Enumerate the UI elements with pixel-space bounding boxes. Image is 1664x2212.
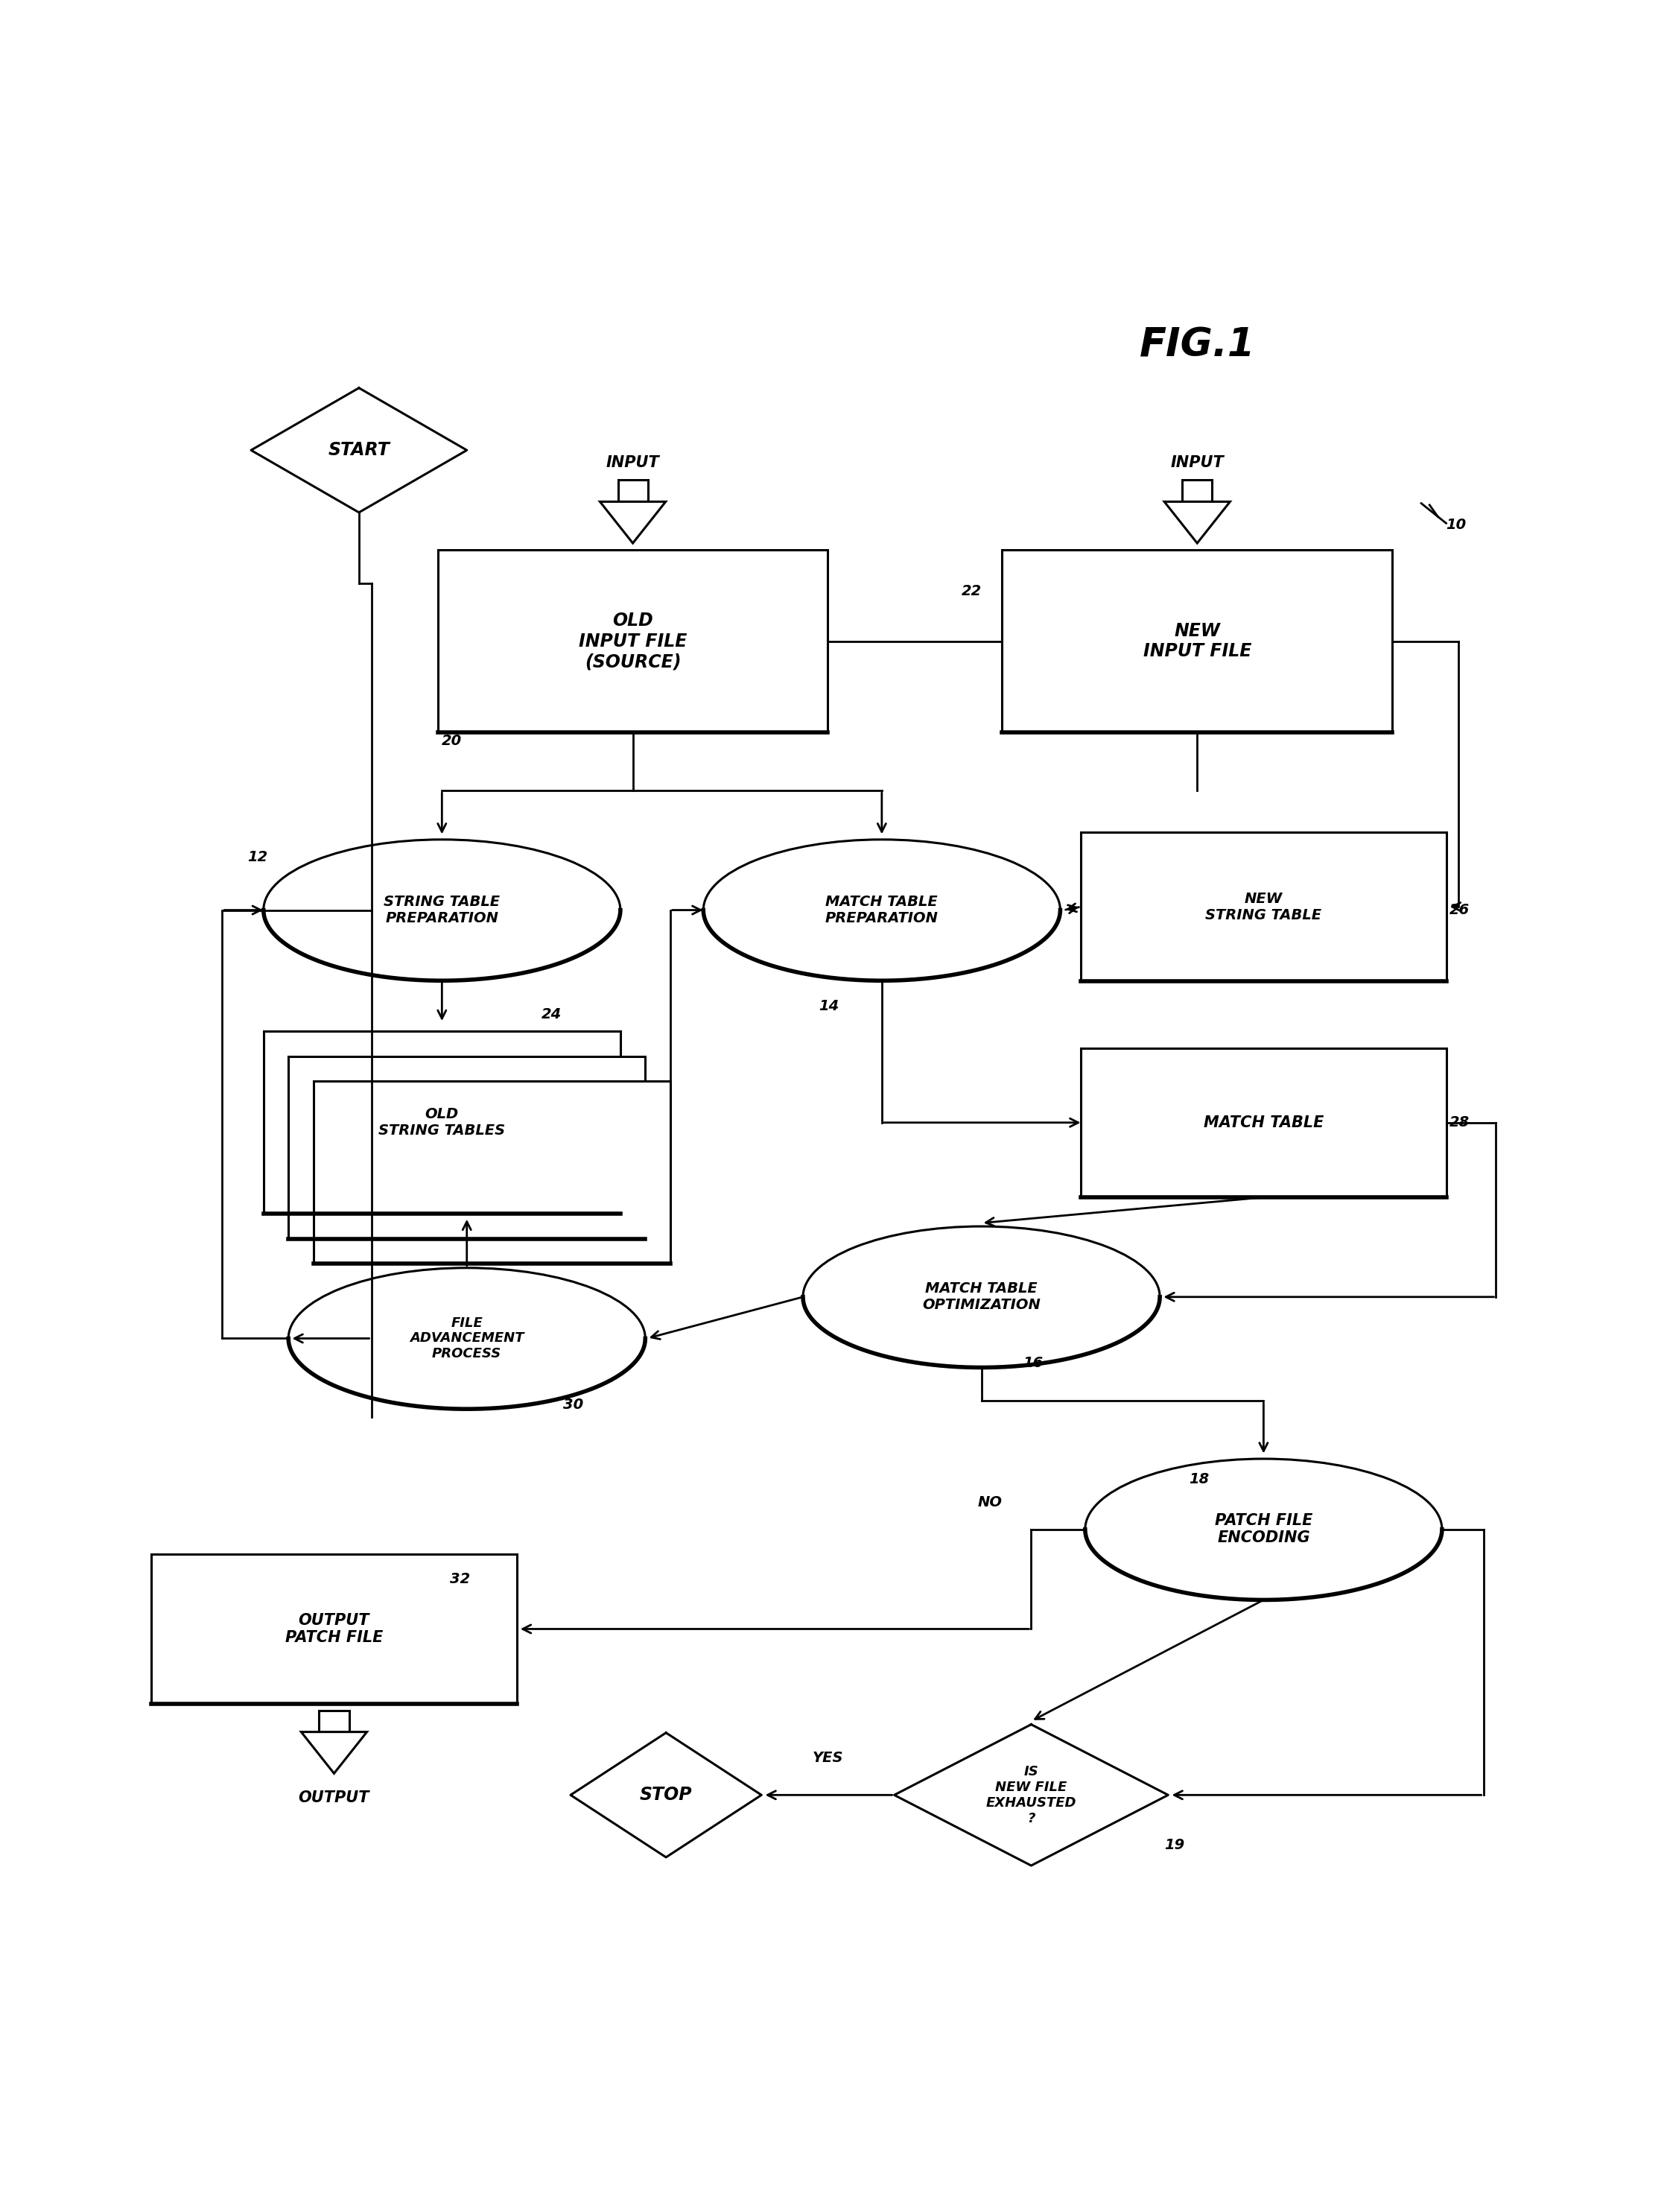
Text: STRING TABLE
PREPARATION: STRING TABLE PREPARATION: [384, 896, 501, 925]
Text: 32: 32: [451, 1573, 471, 1586]
Bar: [288, 1055, 646, 1239]
Bar: [263, 1031, 621, 1214]
Polygon shape: [894, 1725, 1168, 1865]
Polygon shape: [1165, 502, 1230, 544]
Polygon shape: [571, 1732, 762, 1858]
Text: NEW
STRING TABLE: NEW STRING TABLE: [1205, 891, 1321, 922]
Bar: [438, 551, 829, 732]
Text: 12: 12: [248, 849, 268, 865]
Text: IS
NEW FILE
EXHAUSTED
?: IS NEW FILE EXHAUSTED ?: [987, 1765, 1077, 1825]
Text: 26: 26: [1449, 902, 1469, 918]
Ellipse shape: [263, 841, 621, 980]
Polygon shape: [1181, 480, 1211, 502]
Text: OLD
STRING TABLES: OLD STRING TABLES: [379, 1108, 506, 1137]
Text: OUTPUT
PATCH FILE: OUTPUT PATCH FILE: [285, 1613, 383, 1646]
Bar: [1082, 832, 1446, 982]
Text: STOP: STOP: [639, 1785, 692, 1805]
Polygon shape: [319, 1710, 349, 1732]
Text: 18: 18: [1188, 1473, 1210, 1486]
Text: 16: 16: [1023, 1356, 1043, 1371]
Text: MATCH TABLE
PREPARATION: MATCH TABLE PREPARATION: [825, 896, 938, 925]
Ellipse shape: [704, 841, 1060, 980]
Text: YES: YES: [812, 1752, 844, 1765]
Text: PATCH FILE
ENCODING: PATCH FILE ENCODING: [1215, 1513, 1313, 1546]
Bar: [1082, 1048, 1446, 1197]
Text: 20: 20: [443, 734, 463, 748]
Bar: [1002, 551, 1393, 732]
Text: NO: NO: [977, 1495, 1002, 1509]
Text: FIG.1: FIG.1: [1140, 325, 1255, 365]
Polygon shape: [251, 387, 468, 513]
Polygon shape: [601, 502, 666, 544]
Ellipse shape: [288, 1267, 646, 1409]
Bar: [151, 1555, 516, 1703]
Polygon shape: [301, 1732, 366, 1774]
Text: INPUT: INPUT: [606, 456, 659, 471]
Text: 28: 28: [1449, 1115, 1469, 1130]
Text: START: START: [328, 440, 389, 460]
Text: NEW
INPUT FILE: NEW INPUT FILE: [1143, 622, 1251, 661]
Text: MATCH TABLE: MATCH TABLE: [1203, 1115, 1323, 1130]
Polygon shape: [617, 480, 647, 502]
Ellipse shape: [1085, 1458, 1443, 1599]
Text: INPUT: INPUT: [1170, 456, 1225, 471]
Text: FILE
ADVANCEMENT
PROCESS: FILE ADVANCEMENT PROCESS: [409, 1316, 524, 1360]
Text: 24: 24: [541, 1009, 562, 1022]
Text: OUTPUT: OUTPUT: [298, 1790, 369, 1805]
Text: 10: 10: [1446, 518, 1466, 531]
Text: 19: 19: [1165, 1838, 1185, 1851]
Ellipse shape: [804, 1225, 1160, 1367]
Text: 22: 22: [962, 584, 982, 599]
Text: OLD
INPUT FILE
(SOURCE): OLD INPUT FILE (SOURCE): [579, 611, 687, 670]
Bar: [313, 1082, 671, 1263]
Text: MATCH TABLE
OPTIMIZATION: MATCH TABLE OPTIMIZATION: [922, 1281, 1040, 1312]
Text: 14: 14: [819, 1000, 839, 1013]
Text: 30: 30: [562, 1398, 584, 1411]
